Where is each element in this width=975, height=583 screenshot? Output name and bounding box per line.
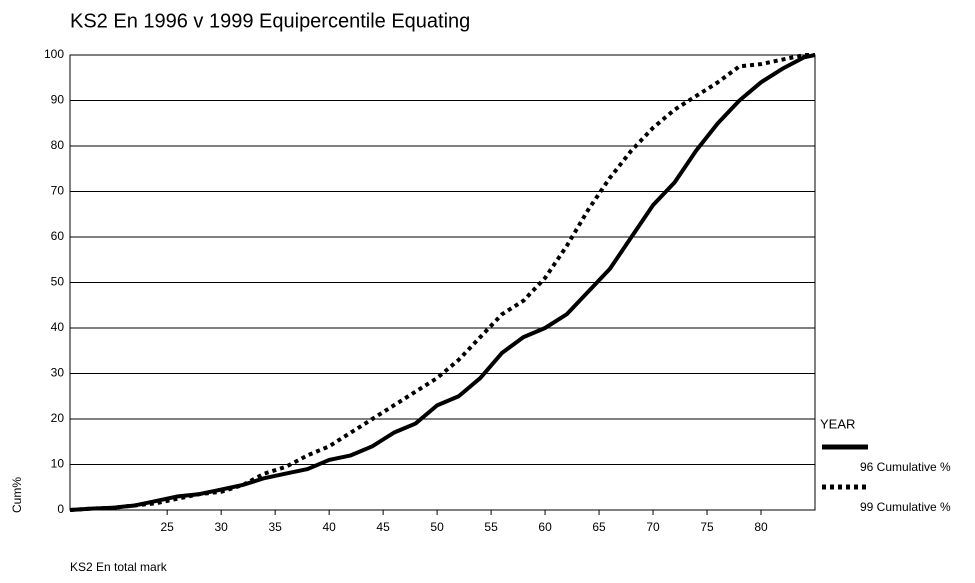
y-tick-label: 50 [51, 275, 65, 289]
y-tick-label: 30 [51, 366, 65, 380]
y-axis-label: Cum% [10, 477, 24, 513]
x-tick-label: 80 [754, 520, 768, 534]
y-tick-label: 90 [51, 93, 65, 107]
x-tick-label: 30 [214, 520, 228, 534]
y-tick-label: 100 [44, 47, 64, 61]
x-tick-label: 60 [538, 520, 552, 534]
x-axis-label: KS2 En total mark [70, 560, 168, 574]
x-tick-label: 35 [268, 520, 282, 534]
x-tick-label: 25 [160, 520, 174, 534]
legend-title: YEAR [820, 416, 855, 431]
y-tick-label: 10 [51, 457, 65, 471]
y-tick-label: 60 [51, 229, 65, 243]
chart-title: KS2 En 1996 v 1999 Equipercentile Equati… [70, 10, 470, 32]
y-tick-label: 40 [51, 320, 65, 334]
x-tick-label: 45 [376, 520, 390, 534]
x-tick-label: 75 [700, 520, 714, 534]
legend-label: 96 Cumulative % [860, 460, 951, 474]
data-line [69, 53, 816, 512]
x-tick-label: 50 [430, 520, 444, 534]
data-line [69, 53, 815, 512]
y-tick-label: 80 [51, 138, 65, 152]
y-tick-label: 0 [57, 502, 64, 516]
x-tick-label: 65 [592, 520, 606, 534]
x-tick-label: 55 [484, 520, 498, 534]
x-tick-label: 70 [646, 520, 660, 534]
legend-label: 99 Cumulative % [860, 500, 951, 514]
x-tick-label: 40 [322, 520, 336, 534]
y-tick-label: 20 [51, 411, 65, 425]
y-tick-label: 70 [51, 184, 65, 198]
